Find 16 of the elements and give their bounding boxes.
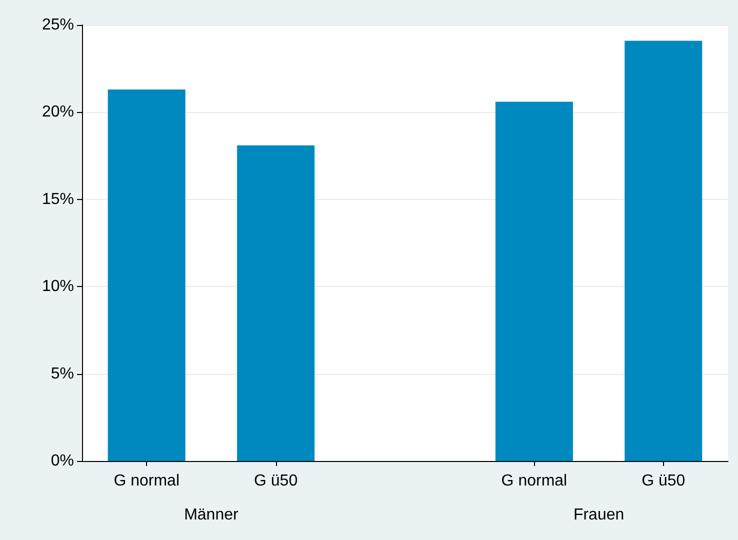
- y-tick-label: 20%: [42, 104, 74, 121]
- x-tick-label: G normal: [114, 472, 180, 490]
- bar: [624, 40, 702, 461]
- text: Männer: [184, 506, 239, 524]
- bar: [108, 90, 186, 461]
- y-tick-label: 25%: [42, 16, 74, 34]
- text: Frauen: [573, 506, 624, 524]
- y-tick-label: 5%: [50, 365, 74, 382]
- y-tick-label: 0%: [50, 452, 74, 470]
- x-tick-label: G ü50: [254, 472, 298, 490]
- y-tick-label: 15%: [42, 190, 74, 208]
- bar: [237, 145, 315, 461]
- x-tick-label: G normal: [501, 472, 568, 490]
- y-tick-label: 10%: [42, 278, 74, 296]
- bar: [495, 102, 573, 461]
- x-tick-label: G ü50: [642, 472, 686, 490]
